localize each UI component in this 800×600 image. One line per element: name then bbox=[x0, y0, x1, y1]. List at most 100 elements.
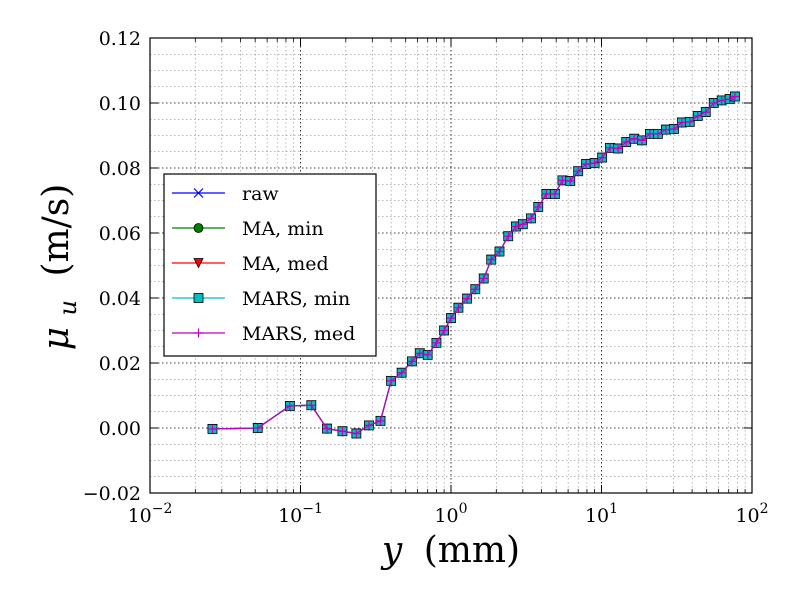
x-tick-label-exponent: 1 bbox=[609, 501, 618, 517]
data-point bbox=[479, 274, 489, 283]
data-point bbox=[597, 153, 607, 163]
y-tick-label: 0.04 bbox=[99, 288, 141, 310]
legend-box bbox=[163, 173, 377, 357]
data-point bbox=[518, 219, 528, 229]
data-point bbox=[470, 284, 480, 294]
data-point bbox=[653, 129, 663, 139]
x-tick-label-base: 10 bbox=[434, 505, 458, 527]
y-tick-label: 0.02 bbox=[99, 353, 141, 375]
data-point bbox=[730, 92, 740, 101]
legend-label: raw bbox=[242, 183, 279, 205]
data-point bbox=[364, 420, 374, 430]
data-point bbox=[550, 189, 560, 199]
legend-entry: MARS, min bbox=[172, 288, 350, 310]
data-point bbox=[375, 416, 385, 426]
data-point bbox=[494, 247, 504, 257]
data-point bbox=[431, 338, 441, 348]
y-axis-label-subscript: u bbox=[54, 300, 82, 315]
x-tick-label-base: 10 bbox=[585, 505, 609, 527]
y-axis-label: μ u (m/s) bbox=[36, 184, 85, 351]
data-point bbox=[661, 125, 671, 135]
y-tick-label: 0.06 bbox=[99, 223, 141, 245]
data-point bbox=[511, 222, 521, 231]
data-point bbox=[669, 124, 679, 134]
x-tick-labels: 10−2 10−1 100 101 102 bbox=[128, 501, 769, 527]
axis-ticks bbox=[149, 37, 753, 494]
legend-marker bbox=[193, 188, 204, 198]
data-point bbox=[725, 94, 735, 104]
legend-label: MA, med bbox=[242, 253, 329, 275]
data-point bbox=[581, 159, 591, 169]
data-point bbox=[407, 356, 417, 366]
data-point bbox=[637, 135, 647, 145]
x-tick-label: 100 bbox=[434, 501, 467, 527]
x-tick-label: 10−1 bbox=[278, 501, 323, 527]
data-point bbox=[685, 117, 695, 127]
legend-marker bbox=[193, 258, 204, 269]
data-point bbox=[541, 189, 551, 199]
data-point bbox=[717, 95, 727, 105]
data-point bbox=[693, 111, 703, 121]
x-tick-label: 10−2 bbox=[128, 501, 173, 527]
data-point bbox=[306, 400, 316, 410]
y-tick-label: 0.10 bbox=[99, 93, 141, 115]
legend-marker bbox=[194, 328, 203, 338]
data-point bbox=[645, 129, 655, 139]
legend-entry: MA, min bbox=[172, 218, 324, 240]
data-point bbox=[351, 429, 361, 439]
legend-entries: raw MA, min MA, med MARS, min MARS, med bbox=[172, 183, 355, 345]
y-tick-label: 0.00 bbox=[99, 418, 141, 440]
data-point bbox=[253, 423, 263, 433]
y-axis-label-unit: (m/s) bbox=[36, 184, 77, 277]
legend-label: MA, min bbox=[242, 218, 324, 240]
x-tick-label-exponent: 0 bbox=[459, 501, 468, 517]
legend-entry: raw bbox=[172, 183, 279, 205]
data-point bbox=[207, 424, 217, 434]
x-tick-label: 102 bbox=[735, 501, 768, 527]
data-point bbox=[526, 213, 536, 223]
legend-label: MARS, med bbox=[242, 323, 355, 345]
data-point bbox=[590, 158, 600, 168]
data-point bbox=[701, 107, 711, 117]
data-point bbox=[453, 303, 463, 313]
data-point bbox=[565, 176, 575, 186]
y-tick-labels: −0.02 0.00 0.02 0.04 0.06 0.08 0.10 0.12 bbox=[83, 28, 141, 505]
x-tick-label: 101 bbox=[585, 501, 618, 527]
x-tick-label-exponent: 2 bbox=[760, 501, 769, 517]
data-point bbox=[423, 350, 433, 360]
data-point bbox=[446, 313, 456, 323]
data-point bbox=[503, 231, 513, 241]
data-point bbox=[557, 175, 567, 185]
y-tick-label: 0.08 bbox=[99, 158, 141, 180]
data-point bbox=[415, 348, 425, 358]
data-point bbox=[533, 202, 543, 212]
x-tick-label-base: 10 bbox=[278, 505, 302, 527]
x-axis-label: y (mm) bbox=[380, 530, 520, 571]
data-point bbox=[613, 144, 623, 153]
legend-entry: MARS, med bbox=[172, 323, 355, 345]
data-point bbox=[629, 134, 639, 144]
x-tick-label-base: 10 bbox=[735, 505, 759, 527]
legend-label: MARS, min bbox=[242, 288, 350, 310]
legend: raw MA, min MA, med MARS, min MARS, med bbox=[163, 173, 377, 357]
data-point bbox=[573, 166, 583, 176]
legend-marker bbox=[193, 223, 204, 233]
data-point bbox=[439, 326, 449, 335]
y-tick-label: −0.02 bbox=[83, 483, 141, 505]
y-axis-label-variable: μ bbox=[36, 327, 77, 350]
series-mars-med bbox=[207, 92, 740, 439]
data-point bbox=[322, 424, 332, 434]
data-point bbox=[677, 118, 687, 127]
data-point bbox=[605, 143, 615, 153]
x-tick-label-base: 10 bbox=[128, 505, 152, 527]
data-point bbox=[337, 426, 347, 436]
x-axis-label-variable: y bbox=[380, 530, 403, 571]
y-tick-label: 0.12 bbox=[99, 28, 141, 50]
data-point bbox=[486, 255, 496, 265]
data-point bbox=[397, 368, 407, 378]
legend-marker bbox=[193, 293, 204, 303]
x-tick-label-exponent: −1 bbox=[302, 501, 323, 517]
x-tick-label-exponent: −2 bbox=[152, 501, 173, 517]
